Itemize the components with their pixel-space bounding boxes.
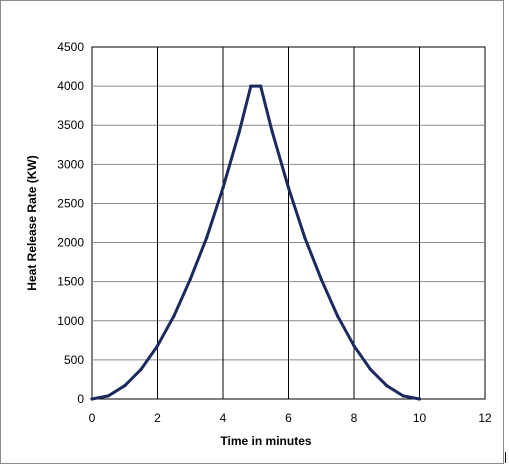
data-point [368, 367, 372, 371]
x-tick-label: 12 [478, 411, 492, 425]
y-tick-label: 4500 [57, 40, 84, 54]
data-point [172, 314, 176, 318]
y-tick-label: 4000 [57, 79, 84, 93]
y-tick-label: 500 [64, 353, 84, 367]
data-point [286, 186, 291, 190]
data-point [270, 129, 274, 134]
data-point [352, 344, 356, 348]
chart-svg: 0 2 4 6 8 10 12 0 500 1000 1500 2000 2500 3000 3500 40… [25, 40, 492, 448]
data-point [155, 344, 160, 348]
x-tick-labels: 0 2 4 6 8 10 12 [89, 411, 492, 425]
data-point [205, 236, 209, 240]
gridlines [92, 47, 485, 399]
x-tick-label: 0 [89, 411, 96, 425]
y-tick-label: 0 [77, 392, 84, 406]
series-line [90, 84, 421, 401]
edge-tick-mark [505, 452, 506, 463]
data-point [188, 277, 192, 281]
data-point [417, 397, 422, 401]
y-tick-label: 2500 [57, 196, 84, 210]
data-point [259, 84, 263, 88]
x-tick-label: 8 [351, 411, 358, 425]
data-point [221, 186, 225, 190]
data-point [303, 236, 307, 240]
x-axis-label: Time in minutes [220, 434, 311, 448]
x-tick-label: 4 [220, 411, 227, 425]
x-tick-label: 2 [154, 411, 161, 425]
y-tick-label: 3000 [57, 157, 84, 171]
data-point [106, 394, 110, 398]
y-tick-label: 3500 [57, 118, 84, 132]
data-point [90, 397, 94, 401]
data-point [237, 129, 241, 134]
data-point [139, 367, 143, 371]
y-tick-label: 2000 [57, 236, 84, 250]
x-tick-label: 6 [285, 411, 292, 425]
x-tick-label: 10 [413, 411, 427, 425]
data-point [385, 384, 389, 388]
y-tick-label: 1500 [57, 275, 84, 289]
data-point [319, 277, 323, 281]
data-point [249, 84, 253, 88]
y-tick-label: 1000 [57, 314, 84, 328]
y-tick-labels: 0 500 1000 1500 2000 2500 3000 3500 4000 4500 [57, 40, 84, 406]
data-point [123, 384, 127, 388]
y-axis-label: Heat Release Rate (KW) [25, 155, 39, 290]
data-point [401, 394, 405, 398]
data-point [336, 314, 340, 318]
series-group [90, 84, 422, 401]
